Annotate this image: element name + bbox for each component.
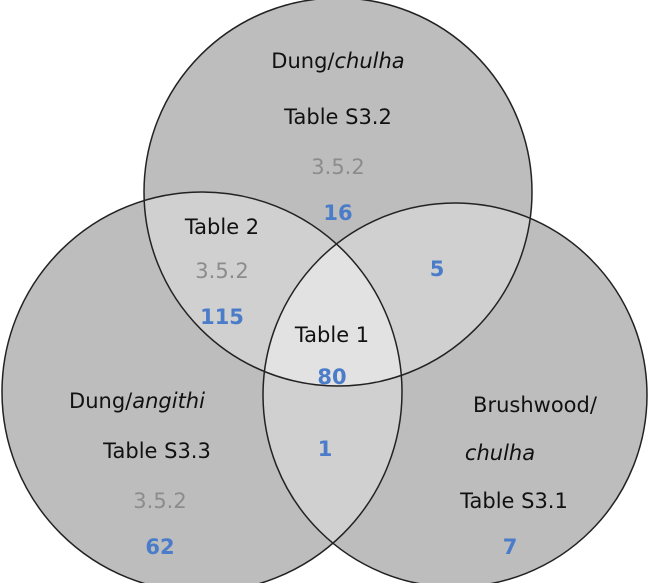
section-ref: 3.5.2 [133,489,186,513]
region-label: Brushwood/ [473,393,598,417]
table-ref: Table 1 [294,323,369,347]
region-label: chulha [465,441,535,465]
outline-left [1,191,403,583]
count: 80 [317,365,346,389]
overlap-center [263,203,402,386]
table-ref: Table 2 [184,215,259,239]
count: 16 [323,201,352,225]
count: 62 [145,535,174,559]
table-ref: Table S3.3 [102,439,211,463]
count: 1 [318,437,333,461]
outline-right [262,202,648,583]
outline-top [143,0,533,387]
region-label: Dung/angithi [69,389,205,413]
section-ref: 3.5.2 [195,259,248,283]
region-label: Dung/chulha [271,49,404,73]
count: 5 [430,257,445,281]
section-ref: 3.5.2 [311,155,364,179]
count: 7 [503,535,518,559]
count: 115 [200,305,244,329]
table-ref: Table S3.1 [459,489,568,513]
table-ref: Table S3.2 [283,105,392,129]
